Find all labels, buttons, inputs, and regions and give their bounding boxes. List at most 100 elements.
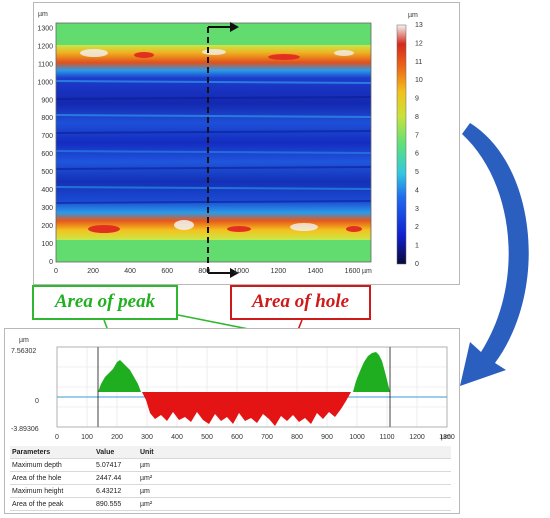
profile-x-tick-label: 900 — [321, 434, 333, 441]
table-row: Maximum height 6.43212 µm — [10, 484, 451, 498]
map-y-tick-label: 1200 — [37, 43, 53, 50]
map-frame — [55, 22, 372, 263]
area-of-hole-callout: Area of hole — [230, 285, 371, 320]
colorbar-tick-label: 4 — [415, 187, 419, 194]
map-x-axis-ticks: 0 200 400 600 800 1000 1200 1400 1600 — [54, 268, 360, 275]
profile-x-tick-label: 200 — [111, 434, 123, 441]
map-y-tick-label: 1300 — [37, 25, 53, 32]
param-name: Area of the peak — [10, 497, 94, 511]
table-row: Maximum depth 5.07417 µm — [10, 458, 451, 472]
map-x-tick-label: 0 — [54, 268, 58, 275]
map-y-tick-label: 0 — [49, 259, 53, 266]
scratch-streaks — [55, 80, 372, 204]
profile-x-tick-label: 1000 — [349, 434, 365, 441]
map-y-tick-label: 1000 — [37, 79, 53, 86]
right-peak-area — [353, 352, 390, 392]
profile-x-axis-ticks: 0 100 200 300 400 500 600 700 800 900 1000 1100 1200… — [55, 434, 455, 441]
param-unit: µm — [138, 458, 451, 472]
profile-y-min-label: -3.89306 — [11, 426, 39, 433]
colorbar-tick-label: 2 — [415, 224, 419, 231]
header-parameters: Parameters — [10, 446, 94, 459]
area-of-peak-callout: Area of peak — [32, 285, 178, 320]
profile-y-zero-label: 0 — [35, 398, 39, 405]
profile-x-tick-label: 800 — [291, 434, 303, 441]
profile-x-tick-label: 1300 — [439, 434, 455, 441]
profile-x-tick-label: 500 — [201, 434, 213, 441]
profile-y-max-label: 7.56302 — [11, 348, 36, 355]
hole-area — [142, 392, 351, 426]
colorbar-tick-label: 3 — [415, 206, 419, 213]
header-unit: Unit — [138, 446, 451, 459]
profile-x-tick-label: 700 — [261, 434, 273, 441]
param-name: Maximum depth — [10, 458, 94, 472]
colorbar-tick-label: 0 — [415, 261, 419, 268]
colorbar-tick-label: 8 — [415, 114, 419, 121]
param-value: 6.43212 — [94, 484, 138, 498]
profile-x-tick-label: 600 — [231, 434, 243, 441]
map-y-tick-label: 900 — [41, 97, 53, 104]
colorbar-tick-label: 12 — [415, 40, 423, 47]
map-y-tick-label: 800 — [41, 115, 53, 122]
map-y-unit: µm — [38, 11, 48, 18]
map-y-axis-ticks: 0 100 200 300 400 500 600 700 800 900 1000 1100 1200… — [37, 25, 53, 266]
profile-cut-line — [207, 22, 239, 278]
parameters-table: Parameters Value Unit Maximum depth 5.07… — [10, 446, 451, 511]
param-unit: µm — [138, 484, 451, 498]
pile-up-edges — [80, 49, 362, 233]
colorbar-tick-label: 1 — [415, 243, 419, 250]
map-y-tick-label: 700 — [41, 133, 53, 140]
scratch-band — [56, 45, 371, 240]
map-x-unit: µm — [362, 268, 372, 275]
curved-arrow — [460, 123, 529, 386]
param-value: 890.555 — [94, 497, 138, 511]
table-row: Area of the hole 2447.44 µm² — [10, 471, 451, 485]
map-x-tick-label: 600 — [161, 268, 173, 275]
map-x-tick-label: 200 — [87, 268, 99, 275]
profile-x-tick-label: 1100 — [379, 434, 394, 441]
colorbar — [396, 24, 407, 265]
profile-x-tick-label: 1200 — [409, 434, 425, 441]
map-x-tick-label: 1000 — [234, 268, 250, 275]
height-map-figure: 0 200 400 600 800 1000 1200 1400 1600 0100200300… — [37, 11, 423, 278]
map-x-tick-label: 1400 — [308, 268, 324, 275]
left-peak-area — [98, 360, 141, 392]
colorbar-tick-label: 11 — [415, 59, 422, 66]
map-y-tick-label: 500 — [41, 169, 53, 176]
colorbar-tick-label: 7 — [415, 132, 419, 139]
map-y-tick-label: 600 — [41, 151, 53, 158]
map-x-tick-label: 800 — [198, 268, 210, 275]
profile-x-unit: µm — [441, 434, 451, 441]
map-y-tick-label: 100 — [41, 241, 53, 248]
colorbar-tick-label: 9 — [415, 96, 419, 103]
colorbar-tick-label: 6 — [415, 151, 419, 158]
depth-profile-figure: µm 7.56302 0 -3.89306 0 100 200 300 400 500 60… — [11, 337, 455, 441]
colorbar-tick-label: 5 — [415, 169, 419, 176]
map-x-tick-label: 1600 — [345, 268, 361, 275]
map-x-tick-label: 400 — [124, 268, 136, 275]
profile-x-tick-label: 0 — [55, 434, 59, 441]
profile-x-tick-label: 100 — [81, 434, 93, 441]
colorbar-tick-label: 13 — [415, 22, 423, 29]
map-y-tick-label: 400 — [41, 187, 53, 194]
param-unit: µm² — [138, 471, 451, 485]
profile-x-tick-label: 300 — [141, 434, 153, 441]
param-value: 2447.44 — [94, 471, 138, 485]
table-row: Area of the peak 890.555 µm² — [10, 497, 451, 511]
map-x-tick-label: 1200 — [271, 268, 287, 275]
map-y-tick-label: 1100 — [38, 61, 53, 68]
param-name: Maximum height — [10, 484, 94, 498]
profile-frame — [56, 346, 448, 428]
profile-y-unit: µm — [19, 337, 29, 344]
table-header-row: Parameters Value Unit — [10, 446, 451, 459]
param-unit: µm² — [138, 497, 451, 511]
map-y-tick-label: 300 — [41, 205, 53, 212]
region-markers — [97, 347, 391, 427]
param-name: Area of the hole — [10, 471, 94, 485]
height-map-panel: 0 200 400 600 800 1000 1200 1400 1600 0 100 200 300… — [33, 2, 460, 285]
profile-x-tick-label: 400 — [171, 434, 183, 441]
param-value: 5.07417 — [94, 458, 138, 472]
colorbar-tick-label: 10 — [415, 77, 423, 84]
curved-arrow-icon — [460, 123, 529, 386]
header-value: Value — [94, 446, 138, 459]
